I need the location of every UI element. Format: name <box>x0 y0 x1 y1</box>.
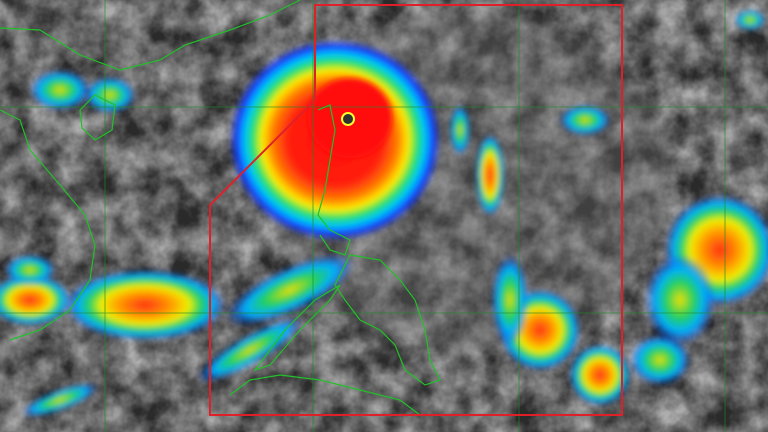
typhoon <box>230 40 440 240</box>
convective-clouds <box>0 10 768 417</box>
typhoon-eye <box>341 112 355 126</box>
coastlines <box>0 0 441 416</box>
area-of-responsibility-boundary <box>209 4 623 416</box>
